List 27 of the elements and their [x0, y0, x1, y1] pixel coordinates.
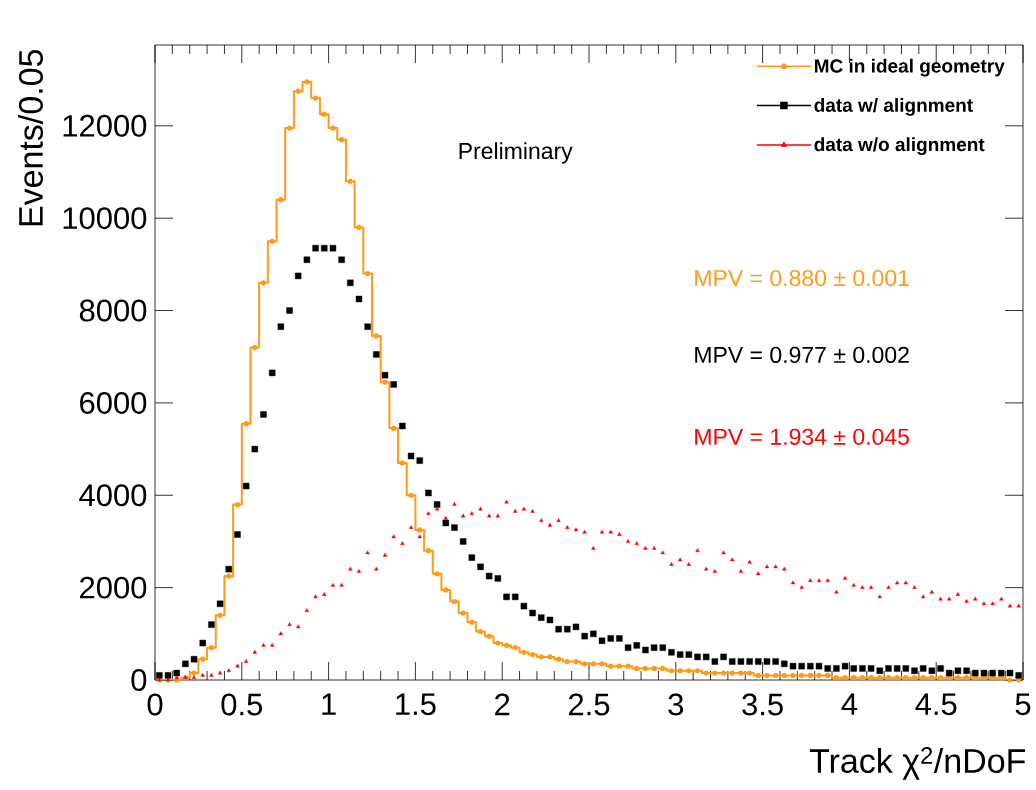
- x-tick-label: 5: [1015, 693, 1031, 716]
- y-tick-label: 2000: [80, 576, 147, 599]
- annotation: MPV = 0.977 ± 0.002: [695, 346, 909, 364]
- y-tick-label: 12000: [63, 114, 147, 137]
- x-tick-label: 2: [495, 693, 510, 716]
- x-tick-label: 2.5: [569, 693, 610, 716]
- y-tick-label: 0: [131, 669, 147, 691]
- y-axis-title: Events/0.05: [18, 49, 43, 226]
- annotation: Preliminary: [459, 142, 573, 164]
- x-axis-title: Track χ$^{2}$/nDoF: [809, 747, 1026, 780]
- legend-label: data w/ alignment: [814, 97, 973, 116]
- y-tick-label: 10000: [63, 207, 147, 230]
- x-tick-label: 4.5: [915, 693, 957, 716]
- annotation: MPV = 1.934 ± 0.045: [695, 428, 909, 445]
- x-tick-label: 4: [841, 693, 858, 715]
- y-tick-label: 4000: [79, 484, 147, 507]
- y-tick-label: 6000: [80, 391, 147, 414]
- x-tick-label: 0: [147, 693, 163, 716]
- x-tick-label: 3: [668, 693, 684, 716]
- annotation: MPV = 0.880 ± 0.001: [695, 269, 909, 287]
- y-tick-label: 8000: [79, 299, 147, 322]
- x-tick-label: 0.5: [221, 693, 263, 716]
- x-tick-label: 1: [322, 693, 336, 715]
- x-tick-label: 1.5: [396, 693, 436, 716]
- legend-label: MC in ideal geometry: [814, 58, 1005, 77]
- legend-label: data w/o alignment: [814, 137, 985, 156]
- x-tick-label: 3.5: [742, 693, 783, 716]
